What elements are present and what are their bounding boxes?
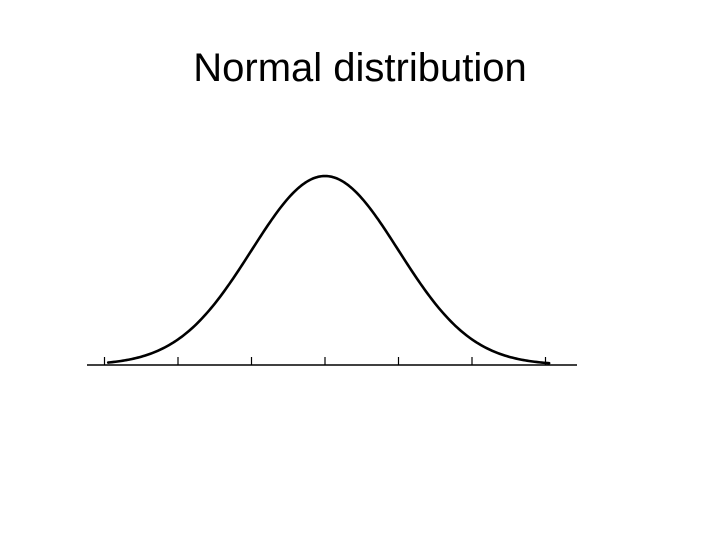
- plot-area: [87, 174, 577, 366]
- normal-curve: [106, 174, 551, 365]
- slide-title: Normal distribution: [193, 46, 527, 90]
